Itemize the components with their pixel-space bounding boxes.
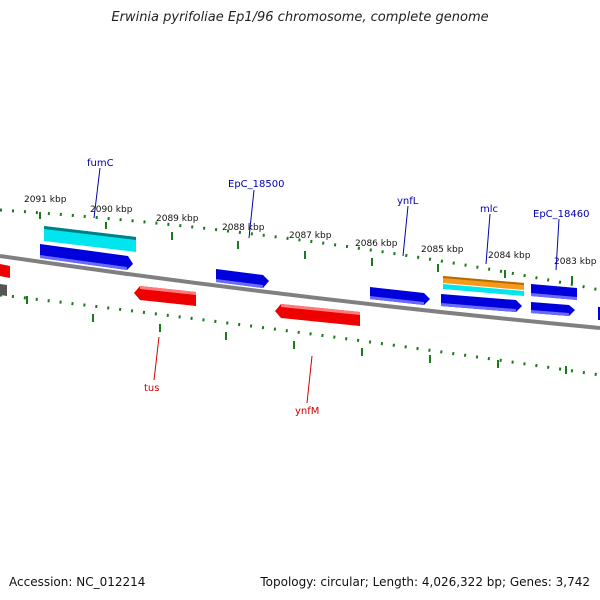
scale-label: 2083 kbp xyxy=(554,257,597,267)
upper-major-ticks xyxy=(39,212,573,284)
label-tus: tus xyxy=(144,383,159,394)
upper-scale-ring xyxy=(0,208,600,292)
lower-major-ticks xyxy=(26,296,567,374)
scale-labels: 2091 kbp 2090 kbp 2089 kbp 2088 kbp 2087… xyxy=(24,195,597,267)
genome-backbone xyxy=(0,254,600,330)
label-leaders xyxy=(93,167,560,404)
scale-label: 2089 kbp xyxy=(156,214,199,224)
gene-mlc xyxy=(441,294,522,312)
gene-fumC-blue xyxy=(40,244,133,270)
scale-label: 2085 kbp xyxy=(421,245,464,255)
genome-summary-text: Topology: circular; Length: 4,026,322 bp… xyxy=(260,575,590,589)
gene-EpC_18500 xyxy=(216,269,269,288)
scale-label: 2088 kbp xyxy=(222,223,265,233)
label-ynfL: ynfL xyxy=(397,196,419,207)
gene-labels: fumC EpC_18500 ynfL mlc EpC_18460 tus yn… xyxy=(87,158,589,417)
label-fumC: fumC xyxy=(87,158,114,169)
feature-fumC-cyan xyxy=(44,226,136,252)
label-ynfM: ynfM xyxy=(295,406,319,417)
scale-label: 2087 kbp xyxy=(289,231,332,241)
scale-label: 2090 kbp xyxy=(90,205,133,215)
label-mlc: mlc xyxy=(480,204,498,215)
gene-ynfM xyxy=(275,304,360,326)
gene-edge-left-red xyxy=(0,264,10,278)
gene-edge-left-grey xyxy=(0,284,7,296)
lower-scale-ring xyxy=(0,293,600,377)
scale-label: 2086 kbp xyxy=(355,239,398,249)
gene-tus xyxy=(134,286,196,306)
label-EpC_18460: EpC_18460 xyxy=(533,209,589,220)
gene-EpC_18460-b xyxy=(531,302,575,316)
gene-EpC_18460-a xyxy=(531,284,577,300)
scale-label: 2091 kbp xyxy=(24,195,67,205)
gene-ynfL xyxy=(370,287,430,305)
map-title: Erwinia pyrifoliae Ep1/96 chromosome, co… xyxy=(111,10,489,25)
scale-label: 2084 kbp xyxy=(488,251,531,261)
label-EpC_18500: EpC_18500 xyxy=(228,179,284,190)
accession-text: Accession: NC_012214 xyxy=(9,575,146,589)
feature-mlc-orange xyxy=(443,276,524,296)
